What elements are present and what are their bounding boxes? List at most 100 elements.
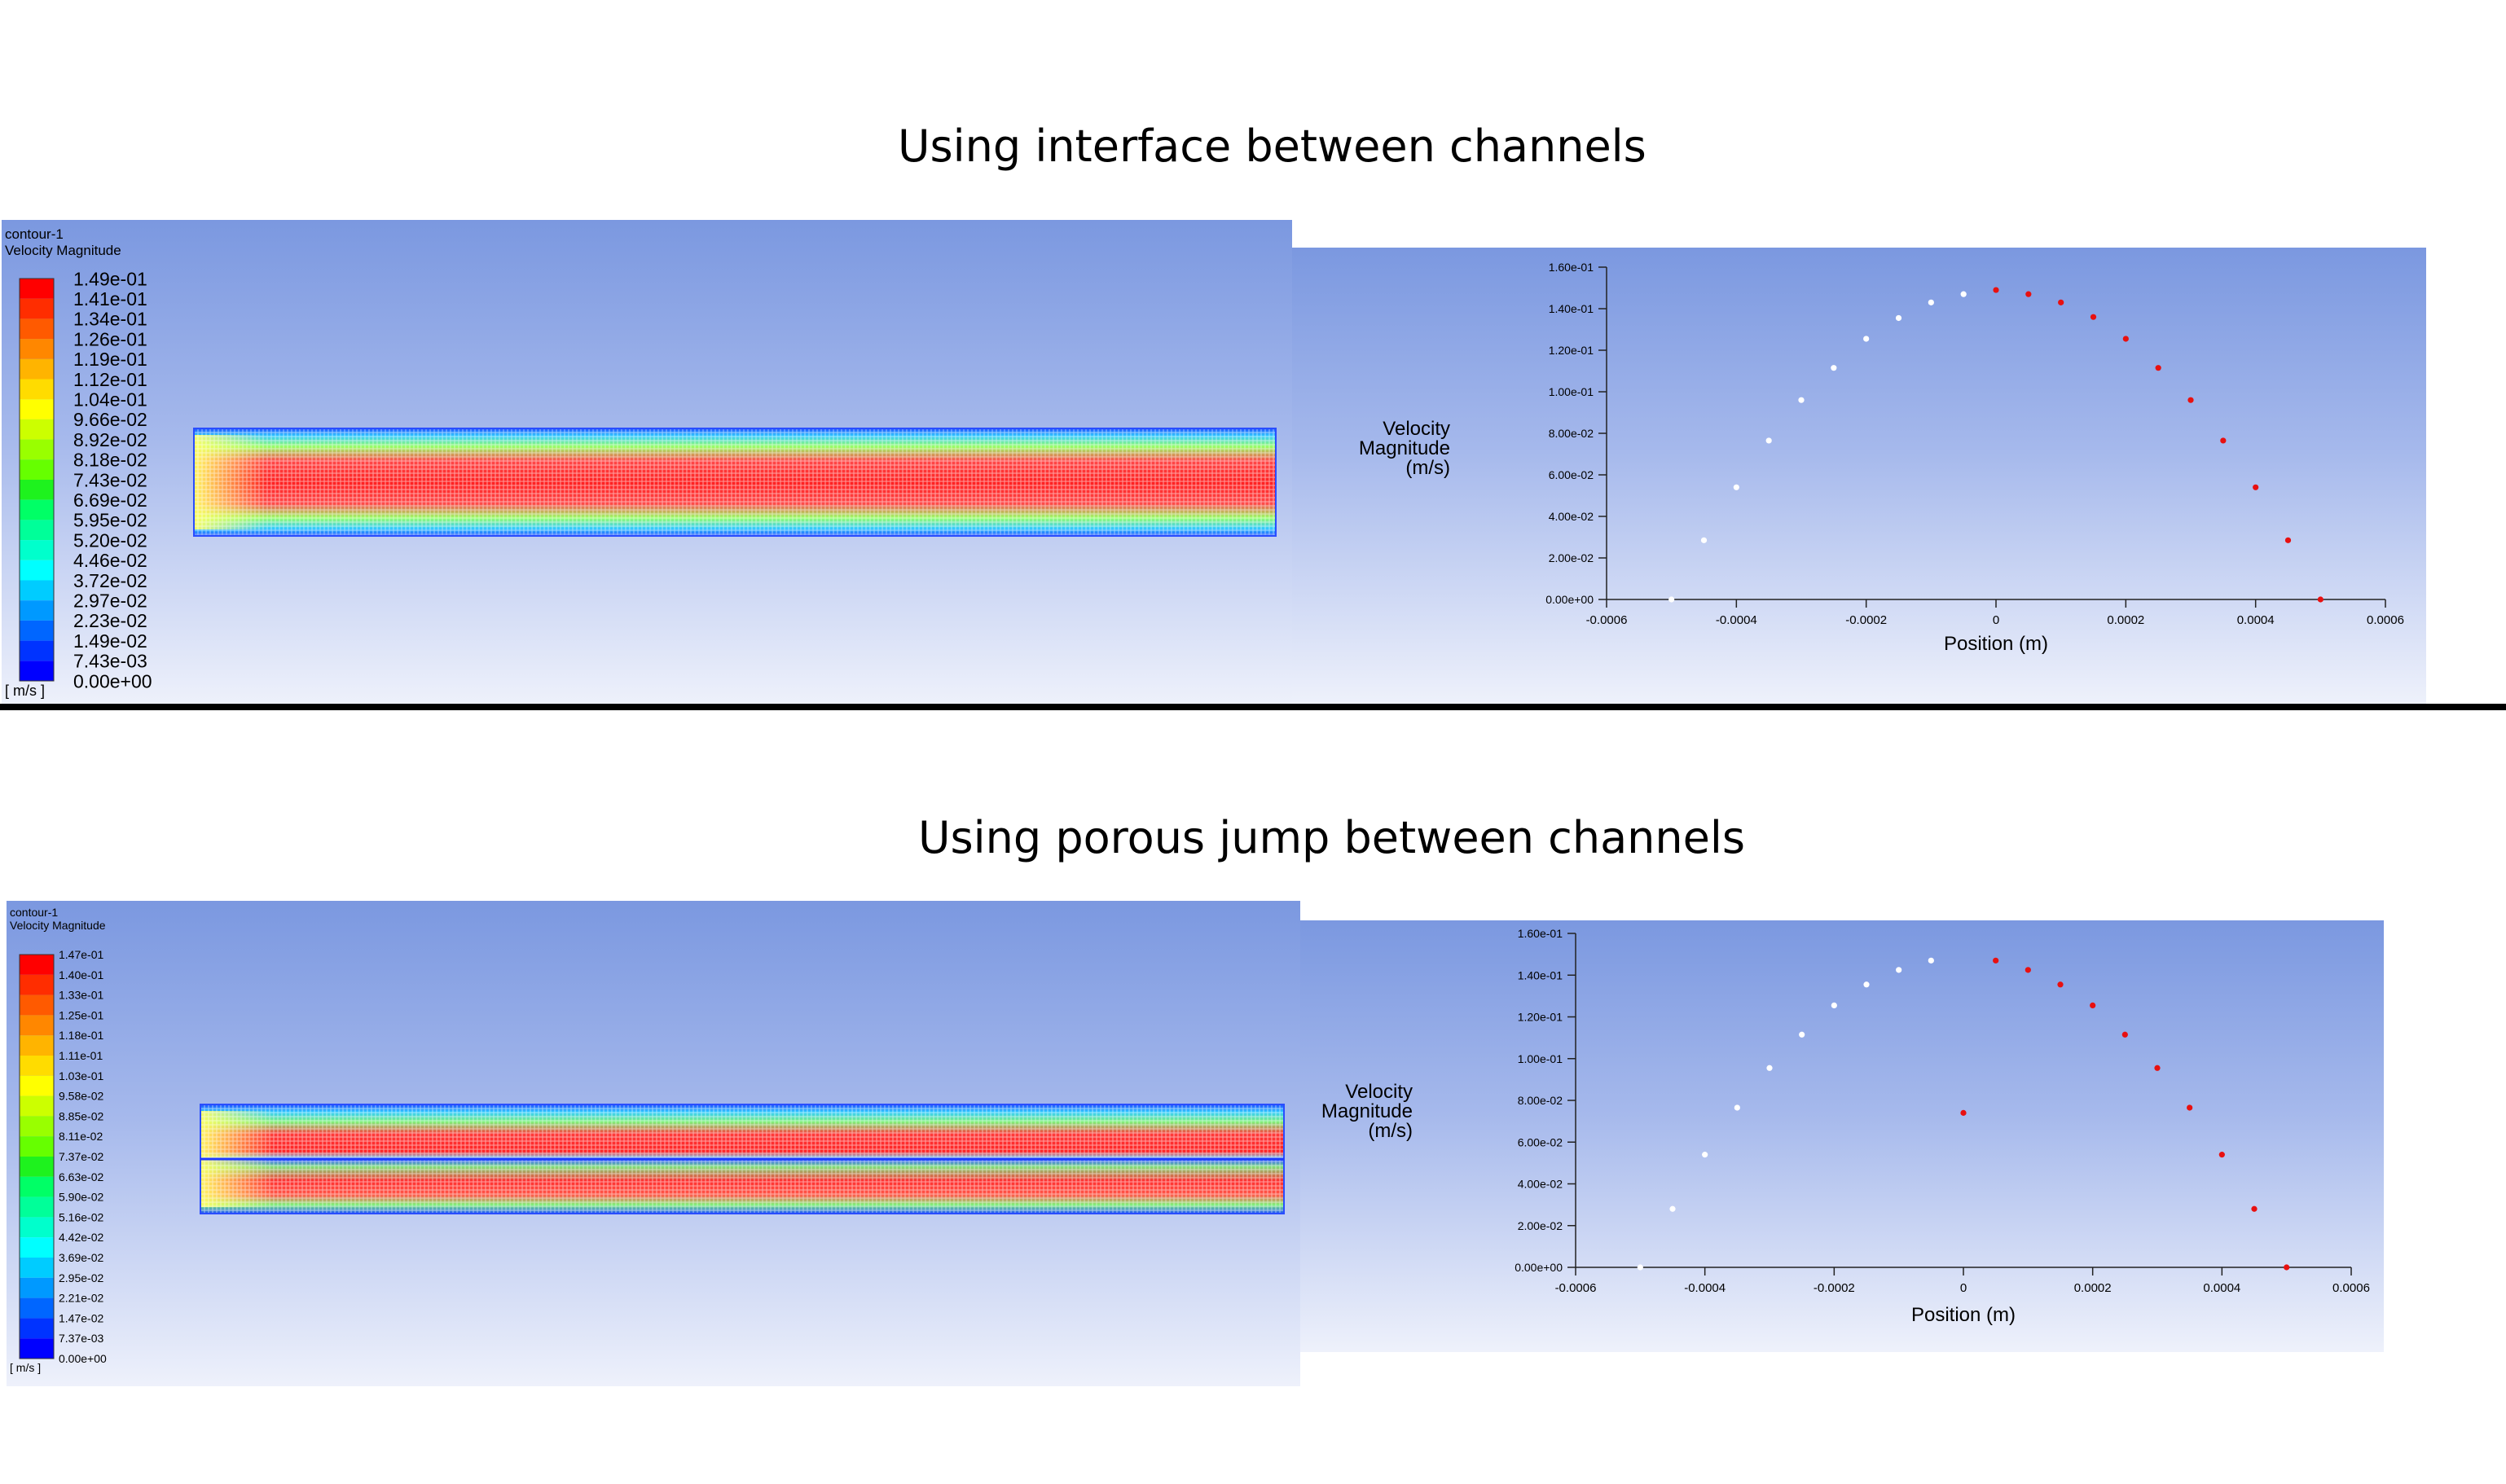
y-axis-label: Velocity Magnitude (m/s) <box>1321 1081 1413 1142</box>
x-tick-label: -0.0004 <box>1684 1281 1726 1295</box>
y-tick-label: 1.40e-01 <box>1549 302 1594 315</box>
data-point <box>1734 1104 1740 1111</box>
contour-title: contour-1 <box>10 906 59 919</box>
legend-color-band <box>20 279 54 299</box>
legend-color-band <box>20 480 54 500</box>
data-point <box>1993 287 1999 293</box>
legend-level-label: 4.42e-02 <box>59 1231 103 1244</box>
legend-color-band <box>20 459 54 480</box>
legend-level-label: 7.43e-03 <box>73 651 147 672</box>
data-point <box>1798 397 1805 403</box>
legend-level-label: 1.47e-01 <box>59 948 103 961</box>
y-tick-label: 6.00e-02 <box>1518 1135 1563 1148</box>
x-tick-label: 0.0002 <box>2107 613 2144 627</box>
legend-color-band <box>20 1297 54 1319</box>
legend-color-band <box>20 1157 54 1177</box>
legend-color-band <box>20 1176 54 1197</box>
legend-color-band <box>20 974 54 995</box>
data-point <box>2090 314 2097 320</box>
legend-level-label: 1.41e-01 <box>73 288 147 310</box>
legend-color-band <box>20 560 54 581</box>
data-point <box>2284 1264 2290 1271</box>
contour-variable: Velocity Magnitude <box>10 919 106 932</box>
x-tick-label: -0.0002 <box>1814 1281 1855 1295</box>
legend-color-band <box>20 419 54 440</box>
legend-color-band <box>20 1277 54 1298</box>
legend-level-label: 7.37e-02 <box>59 1150 103 1163</box>
x-tick-label: 0 <box>1960 1281 1967 1295</box>
y-axis-label: Velocity Magnitude (m/s) <box>1359 418 1450 479</box>
legend-color-band <box>20 1075 54 1096</box>
data-point <box>2057 981 2064 988</box>
legend-level-label: 7.43e-02 <box>73 469 147 490</box>
y-tick-label: 2.00e-02 <box>1549 551 1594 564</box>
legend-level-label: 5.90e-02 <box>59 1191 103 1204</box>
y-tick-label: 1.20e-01 <box>1518 1011 1563 1024</box>
data-point <box>2220 437 2227 444</box>
legend-color-band <box>20 620 54 641</box>
legend-color-band <box>20 1217 54 1238</box>
legend-level-label: 1.49e-02 <box>73 630 147 652</box>
legend-level-label: 0.00e+00 <box>73 670 152 692</box>
data-point <box>1765 437 1772 444</box>
legend-level-label: 2.21e-02 <box>59 1292 103 1305</box>
y-tick-label: 4.00e-02 <box>1549 510 1594 523</box>
data-point <box>1863 981 1870 988</box>
x-tick-label: -0.0006 <box>1586 613 1628 627</box>
legend-color-band <box>20 318 54 340</box>
channel-wall <box>193 428 1277 537</box>
section-divider <box>0 704 2506 710</box>
data-point <box>2025 291 2032 297</box>
data-point <box>1700 537 1708 543</box>
legend-frame <box>19 278 55 682</box>
data-point <box>2121 1031 2128 1038</box>
legend-color-band <box>20 1237 54 1258</box>
data-point <box>1668 596 1675 603</box>
data-point <box>1733 484 1739 490</box>
legend-level-label: 1.26e-01 <box>73 328 147 349</box>
legend-color-band <box>20 955 54 975</box>
y-axis-label-line: Velocity <box>1383 418 1450 440</box>
legend-unit: [ m/s ] <box>5 683 45 699</box>
legend-level-label: 1.49e-01 <box>73 268 147 289</box>
y-tick-label: 1.60e-01 <box>1518 927 1563 940</box>
data-point <box>2284 537 2292 543</box>
legend-level-label: 0.00e+00 <box>59 1352 107 1365</box>
legend-level-label: 1.40e-01 <box>59 968 103 981</box>
contour-plot: 1.47e-01 1.40e-01 1.33e-01 1.25e-01 1.18e-01… <box>10 948 1285 1374</box>
legend-level-label: 2.97e-02 <box>73 590 147 611</box>
y-tick-label: 2.00e-02 <box>1518 1219 1563 1232</box>
y-axis-label-line: Velocity <box>1345 1081 1413 1103</box>
channel-mesh <box>194 428 1276 536</box>
y-tick-label: 1.20e-01 <box>1549 344 1594 357</box>
data-point <box>1799 1031 1805 1038</box>
legend-color-band <box>20 1015 54 1036</box>
legend-color-band <box>20 520 54 541</box>
data-point <box>2317 596 2324 603</box>
data-point <box>2090 1002 2096 1009</box>
legend-level-label: 9.58e-02 <box>59 1090 103 1103</box>
legend-color-band <box>20 339 54 359</box>
data-point <box>1928 957 1934 964</box>
legend-color-band <box>20 661 54 681</box>
legend-level-label: 1.34e-01 <box>73 309 147 330</box>
y-tick-label: 0.00e+00 <box>1545 593 1594 606</box>
legend-level-label: 8.92e-02 <box>73 429 147 450</box>
section-title: Using interface between channels <box>898 121 1646 172</box>
data-point <box>2187 397 2194 403</box>
legend-color-band <box>20 1258 54 1278</box>
x-tick-label: 0.0004 <box>2237 613 2275 627</box>
data-point <box>1895 314 1902 322</box>
legend-level-label: 2.23e-02 <box>73 610 147 631</box>
legend-level-label: 9.66e-02 <box>73 409 147 430</box>
y-axis-label-line: Magnitude <box>1321 1100 1413 1122</box>
legend-level-label: 5.95e-02 <box>73 510 147 531</box>
data-point <box>1863 336 1870 342</box>
x-tick-label: -0.0006 <box>1555 1281 1597 1295</box>
legend-color-band <box>20 358 54 380</box>
section-title: Using porous jump between channels <box>918 812 1745 863</box>
data-point <box>2187 1104 2193 1111</box>
data-point <box>2122 336 2129 342</box>
x-tick-label: 0.0006 <box>2367 613 2404 627</box>
xy-plot: 0.00e+00 2.00e-02 4.00e-02 6.00e-02 8.00e-02… <box>1321 927 2370 1326</box>
